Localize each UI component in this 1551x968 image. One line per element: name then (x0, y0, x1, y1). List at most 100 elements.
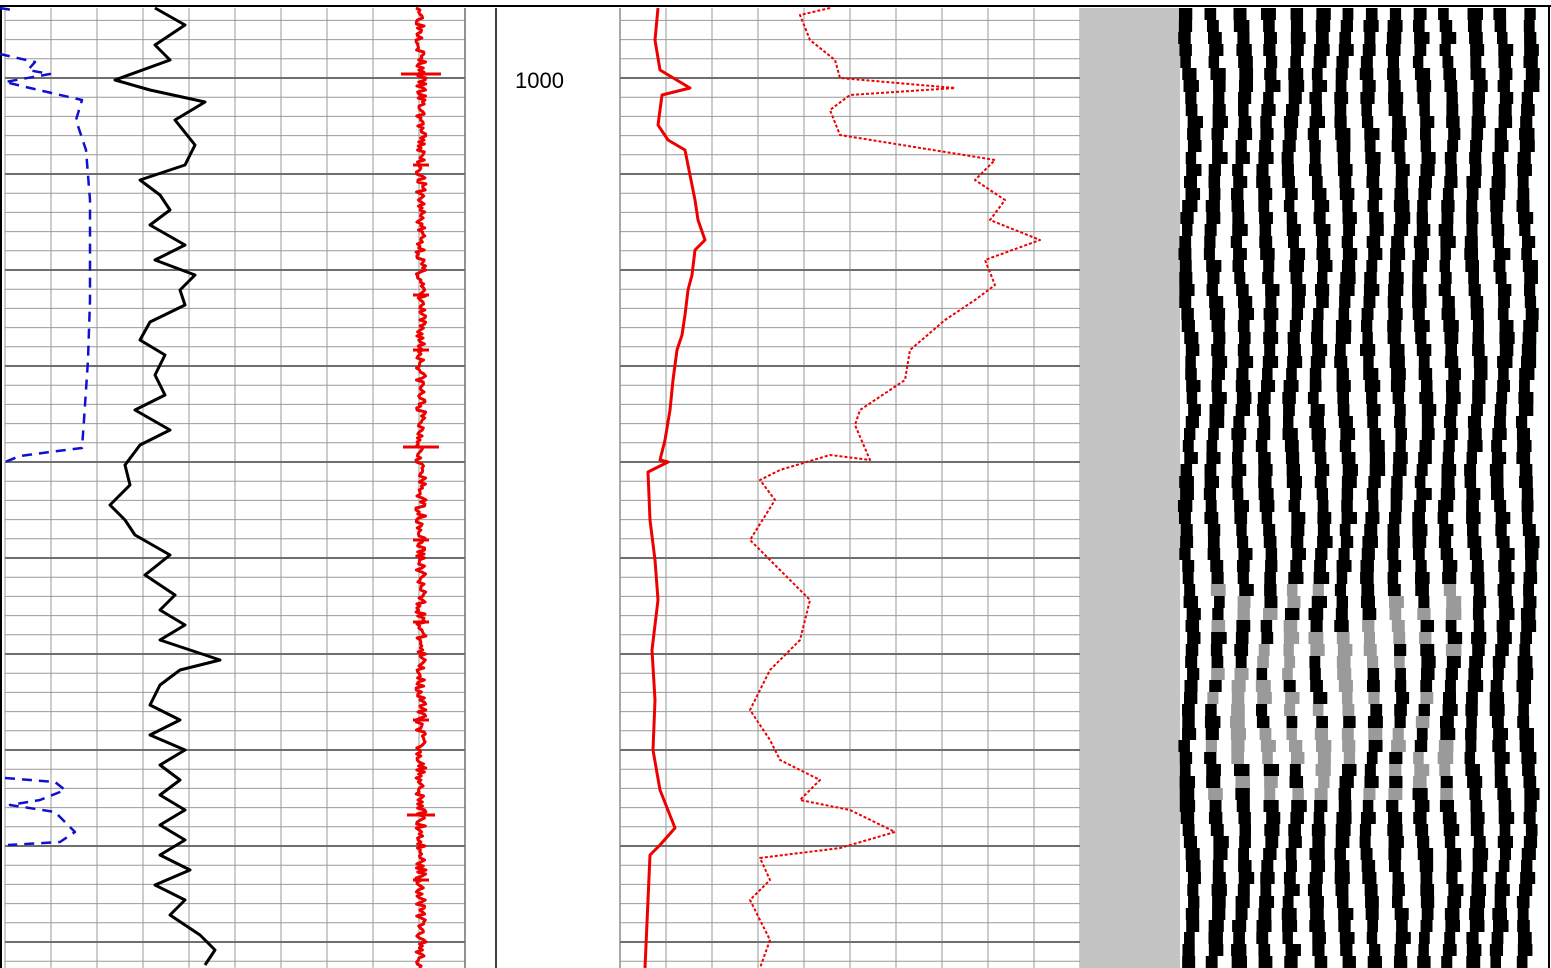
image-stripe (1229, 716, 1245, 728)
image-stripe (1185, 620, 1200, 632)
image-stripe (1445, 344, 1458, 356)
image-stripe (1363, 20, 1379, 32)
image-stripe (1309, 368, 1322, 380)
image-stripe (1494, 764, 1506, 776)
image-stripe (1338, 788, 1352, 800)
image-stripe (1284, 956, 1298, 968)
image-stripe (1465, 260, 1479, 272)
image-stripe (1497, 284, 1512, 296)
image-stripe (1360, 848, 1373, 860)
image-stripe (1286, 104, 1300, 116)
image-stripe (1187, 140, 1202, 152)
image-stripe (1497, 836, 1514, 848)
image-stripe (1338, 680, 1353, 692)
image-stripe (1259, 140, 1272, 152)
image-stripe (1284, 128, 1297, 140)
image-stripe (1364, 524, 1378, 536)
image-stripe (1284, 608, 1300, 620)
image-stripe (1369, 440, 1385, 452)
image-stripe (1317, 272, 1328, 284)
image-stripe (1499, 572, 1515, 584)
image-stripe (1494, 752, 1510, 764)
image-stripe (1286, 224, 1301, 236)
image-stripe (1341, 452, 1356, 464)
image-stripe (1522, 524, 1536, 536)
image-stripe (1464, 464, 1477, 476)
image-stripe (1314, 476, 1327, 488)
track1-dashed-curve (0, 6, 13, 12)
image-stripe (1207, 524, 1221, 536)
image-stripe (1334, 116, 1347, 128)
image-stripe (1259, 224, 1272, 236)
image-stripe (1237, 344, 1250, 356)
image-stripe (1439, 716, 1454, 728)
image-stripe (1182, 560, 1195, 572)
image-stripe (1497, 356, 1513, 368)
image-stripe (1204, 8, 1217, 20)
image-stripe (1524, 32, 1537, 44)
image-stripe (1187, 632, 1201, 644)
image-stripe (1258, 200, 1270, 212)
image-stripe (1416, 344, 1432, 356)
image-stripe (1442, 452, 1455, 464)
image-stripe (1412, 536, 1427, 548)
image-stripe (1336, 812, 1352, 824)
image-stripe (1388, 104, 1403, 116)
image-stripe (1388, 560, 1402, 572)
image-stripe (1204, 512, 1219, 524)
image-stripe (1491, 716, 1504, 728)
image-stripe (1315, 764, 1331, 776)
image-stripe (1262, 356, 1279, 368)
image-stripe (1496, 32, 1508, 44)
image-stripe (1230, 728, 1247, 740)
image-stripe (1360, 56, 1373, 68)
image-stripe (1178, 248, 1192, 260)
image-stripe (1263, 260, 1275, 272)
image-stripe (1418, 452, 1432, 464)
image-stripe (1464, 752, 1476, 764)
image-stripe (1444, 332, 1459, 344)
image-stripe (1492, 656, 1506, 668)
image-stripe (1366, 752, 1378, 764)
image-stripe (1203, 488, 1217, 500)
image-stripe (1182, 956, 1196, 968)
image-stripe (1239, 824, 1251, 836)
image-stripe (1438, 224, 1454, 236)
image-stripe (1180, 464, 1193, 476)
image-stripe (1212, 896, 1226, 908)
image-stripe (1285, 692, 1300, 704)
image-stripe (1204, 752, 1217, 764)
image-stripe (1184, 332, 1199, 344)
image-stripe (1369, 452, 1385, 464)
image-stripe (1256, 716, 1270, 728)
image-stripe (1414, 248, 1429, 260)
image-stripe (1233, 20, 1250, 32)
image-stripe (1343, 752, 1356, 764)
image-stripe (1421, 416, 1434, 428)
image-stripe (1307, 392, 1319, 404)
image-stripe (1335, 608, 1348, 620)
image-stripe (1364, 128, 1380, 140)
image-stripe (1177, 500, 1193, 512)
image-stripe (1494, 128, 1507, 140)
image-stripe (1205, 956, 1218, 968)
image-stripe (1264, 584, 1277, 596)
image-stripe (1521, 848, 1536, 860)
image-stripe (1441, 32, 1457, 44)
image-stripe (1336, 140, 1351, 152)
image-stripe (1179, 788, 1195, 800)
image-stripe (1520, 608, 1536, 620)
image-stripe (1185, 644, 1199, 656)
image-stripe (1182, 716, 1195, 728)
image-stripe (1416, 80, 1432, 92)
image-stripe (1286, 584, 1298, 596)
image-stripe (1341, 260, 1356, 272)
image-stripe (1237, 32, 1250, 44)
image-stripe (1392, 392, 1405, 404)
image-stripe (1311, 860, 1326, 872)
image-stripe (1521, 752, 1537, 764)
image-stripe (1369, 464, 1386, 476)
image-stripe (1342, 704, 1355, 716)
image-stripe (1470, 800, 1483, 812)
image-stripe (1282, 392, 1296, 404)
